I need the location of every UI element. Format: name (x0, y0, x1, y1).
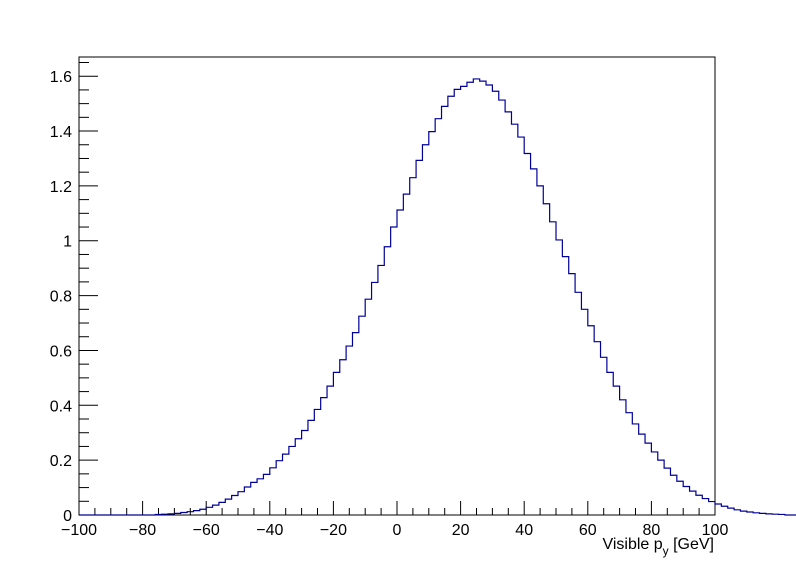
x-axis-title: Visible py [GeV] (602, 536, 714, 558)
y-tick-label: 1.6 (50, 69, 72, 86)
histogram-series-line (79, 78, 796, 516)
y-axis-ticks (79, 61, 98, 516)
x-axis-tick-labels: −100 −80 −60 −40 −20 0 20 40 60 80 100 (61, 522, 728, 539)
y-tick-label: 0.4 (50, 398, 72, 415)
y-tick-label: 0 (63, 508, 72, 525)
x-axis-ticks (78, 501, 716, 515)
x-tick-label: 20 (452, 522, 470, 539)
y-tick-label: 0.2 (50, 453, 72, 470)
x-tick-label: 100 (702, 522, 729, 539)
x-axis-title-unit: [GeV] (669, 536, 714, 553)
x-tick-label: 60 (579, 522, 597, 539)
plot-frame (78, 56, 716, 516)
y-tick-label: 1.4 (50, 124, 72, 141)
y-axis-tick-labels: 0 0.2 0.4 0.6 0.8 1 1.2 1.4 1.6 (50, 69, 72, 525)
x-tick-label: 40 (515, 522, 533, 539)
x-tick-label: −40 (256, 522, 283, 539)
y-tick-label: 1 (63, 234, 72, 251)
x-tick-label: −60 (193, 522, 220, 539)
x-axis-title-subscript: y (663, 544, 669, 558)
x-tick-label: −20 (320, 522, 347, 539)
x-tick-label: 0 (393, 522, 402, 539)
x-tick-label: 80 (643, 522, 661, 539)
x-tick-label: −80 (129, 522, 156, 539)
y-tick-label: 0.6 (50, 343, 72, 360)
y-tick-label: 1.2 (50, 179, 72, 196)
x-tick-label: −100 (61, 522, 97, 539)
x-axis-title-main: Visible p (602, 536, 662, 553)
y-tick-label: 0.8 (50, 289, 72, 306)
